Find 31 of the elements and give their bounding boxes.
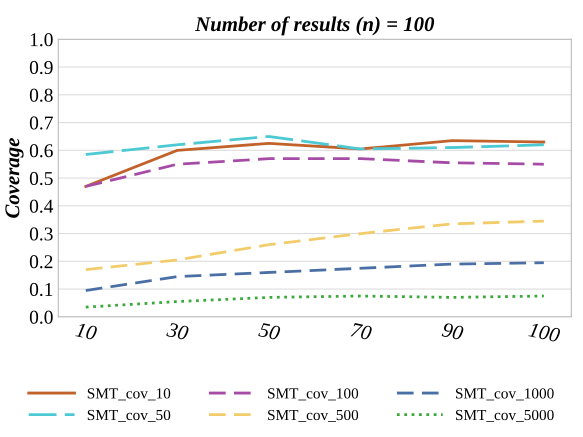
y-tick-label: 0.7 xyxy=(30,116,53,130)
y-tick-label: 0.4 xyxy=(30,200,54,213)
x-tick-label: 70 xyxy=(350,322,372,340)
line-series xyxy=(84,261,546,292)
legend-label: SMT_cov_100 xyxy=(268,388,358,400)
legend-label: SMT_cov_500 xyxy=(268,410,358,422)
line-series xyxy=(84,157,546,188)
x-tick-label: 10 xyxy=(75,322,98,340)
y-tick-label: 0.1 xyxy=(30,282,52,296)
y-tick-label: 0.2 xyxy=(30,255,52,268)
y-tick-label: 0.6 xyxy=(30,144,53,158)
line-series xyxy=(84,220,546,272)
line-series xyxy=(84,139,546,188)
y-tick-label: 0.3 xyxy=(30,227,53,241)
y-axis-title: Coverage xyxy=(5,138,24,218)
y-tick-label: 1.0 xyxy=(30,33,53,46)
line-series xyxy=(84,135,546,156)
line-series xyxy=(84,294,546,309)
x-tick-label: 30 xyxy=(166,322,190,340)
legend-label: SMT_cov_10 xyxy=(88,388,170,400)
y-tick-label: 0.8 xyxy=(30,88,53,102)
chart-title: Number of results (n) = 100 xyxy=(194,16,434,36)
legend-label: SMT_cov_5000 xyxy=(456,410,554,422)
x-tick-label: 50 xyxy=(258,322,281,340)
x-tick-label: 100 xyxy=(528,322,561,342)
legend-label: SMT_cov_50 xyxy=(88,410,170,422)
y-tick-label: 0.0 xyxy=(30,310,53,324)
x-tick-label: 90 xyxy=(442,322,464,340)
y-tick-label: 0.9 xyxy=(30,60,53,74)
y-tick-label: 0.5 xyxy=(30,172,53,186)
legend-label: SMT_cov_1000 xyxy=(456,388,554,400)
